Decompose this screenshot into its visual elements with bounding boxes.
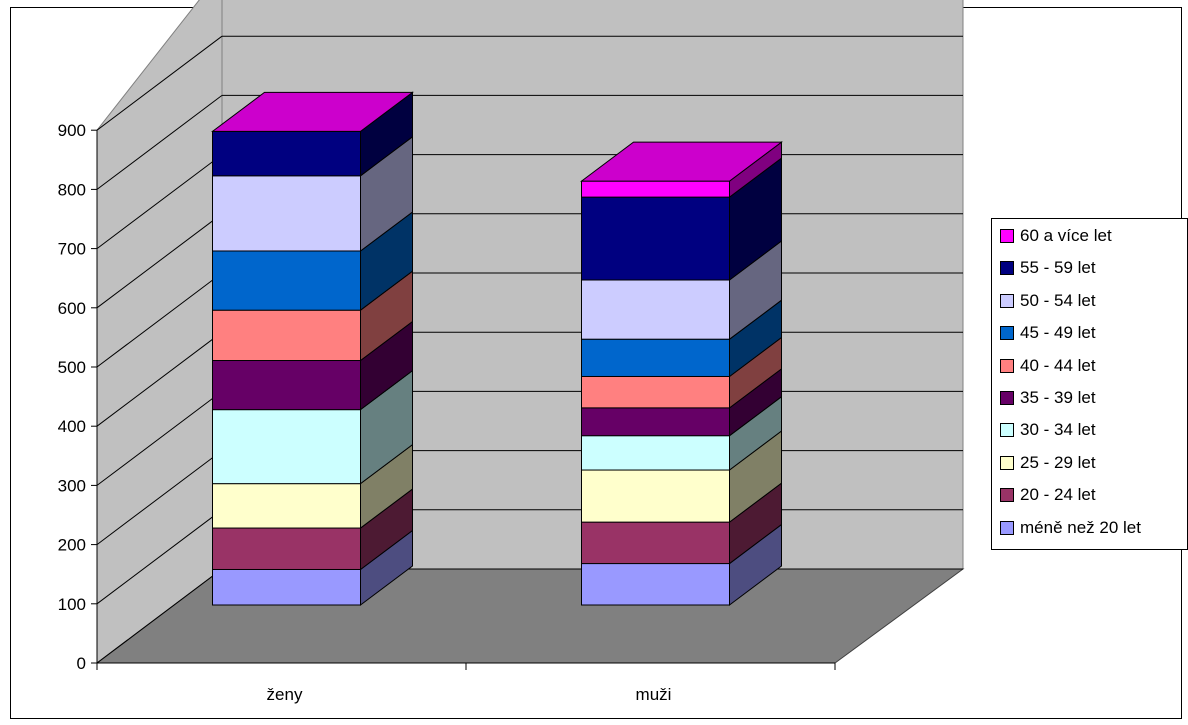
legend-label: 20 - 24 let [1020,485,1096,505]
y-tick-label: 0 [77,654,86,673]
legend-swatch [1000,455,1014,470]
bar-top [580,141,783,182]
bar-segment-méně-než-20-let [581,563,730,606]
bar-stack-ženy [210,91,415,606]
bar-segment-40---44-let [212,309,361,362]
legend-swatch [1000,293,1014,308]
gridline-side [96,391,223,486]
bar-stack-muži [580,141,783,606]
bar-segment-30---34-let [581,435,730,471]
y-tick-label: 800 [58,180,86,199]
x-tick-label: ženy [267,685,303,704]
legend-swatch [1000,229,1014,243]
y-tick-label: 500 [58,358,86,377]
bar-segment-méně-než-20-let [212,568,361,606]
legend-item: 35 - 39 let [1000,387,1096,409]
gridline-side [96,272,223,368]
legend-swatch [1000,358,1014,373]
legend-item: 25 - 29 let [1000,452,1096,474]
y-tick-label: 300 [58,476,86,495]
gridline-side [96,509,223,605]
legend-swatch [1000,391,1014,405]
legend-label: méně než 20 let [1020,517,1141,537]
bar-segment-25---29-let [212,483,361,529]
legend-label: 30 - 34 let [1020,420,1096,440]
bar-segment-50---54-let [581,279,730,340]
legend-item: 45 - 49 let [1000,322,1096,344]
legend-item: 50 - 54 let [1000,290,1096,312]
bar-segment-50---54-let [212,175,361,252]
x-tick-label: muži [636,685,672,704]
gridline-side [96,95,223,190]
legend-item: 60 a více let [1000,225,1112,247]
legend-item: 30 - 34 let [1000,419,1096,441]
legend-swatch [1000,261,1014,276]
legend-label: 50 - 54 let [1020,290,1096,310]
gridline-side [96,331,223,427]
legend-label: 55 - 59 let [1020,258,1096,278]
bar-top [210,91,415,132]
legend-item: 20 - 24 let [1000,484,1096,506]
bar-segment-55---59-let [212,130,361,177]
gridline-side [96,213,223,309]
legend-item: 55 - 59 let [1000,257,1096,279]
legend-label: 35 - 39 let [1020,388,1096,407]
y-tick-label: 600 [58,299,86,318]
bar-segment-25---29-let [581,469,730,523]
gridline-side [96,450,223,545]
bar-segment-60-a-více-let [581,180,730,198]
y-tick-label: 900 [58,121,86,140]
y-tick-label: 200 [58,536,86,555]
y-tick-label: 400 [58,417,86,436]
legend-swatch [1000,326,1014,341]
legend-item: méně než 20 let [1000,517,1141,539]
chart-legend: 60 a více let 55 - 59 let 50 - 54 let 45 - … [991,218,1188,550]
bar-segment-45---49-let [581,338,730,377]
legend-swatch [1000,520,1014,535]
y-tick-label: 100 [58,595,86,614]
bar-segment-35---39-let [581,407,730,437]
legend-label: 25 - 29 let [1020,452,1096,472]
bar-segment-40---44-let [581,375,730,409]
gridline-side [96,154,223,249]
legend-label: 40 - 44 let [1020,355,1096,375]
bar-segment-35---39-let [212,360,361,411]
bar-segment-20---24-let [212,527,361,570]
legend-swatch [1000,423,1014,438]
bar-segment-20---24-let [581,521,730,565]
side-wall [96,0,223,665]
legend-label: 45 - 49 let [1020,323,1096,343]
legend-label: 60 a více let [1020,226,1112,245]
bar-segment-55---59-let [581,196,730,281]
legend-item: 40 - 44 let [1000,355,1096,377]
gridline-side [96,568,223,664]
y-tick-label: 700 [58,240,86,259]
bar-segment-45---49-let [212,250,361,311]
legend-swatch [1000,488,1014,503]
gridline-side [96,35,223,131]
bar-segment-30---34-let [212,409,361,485]
